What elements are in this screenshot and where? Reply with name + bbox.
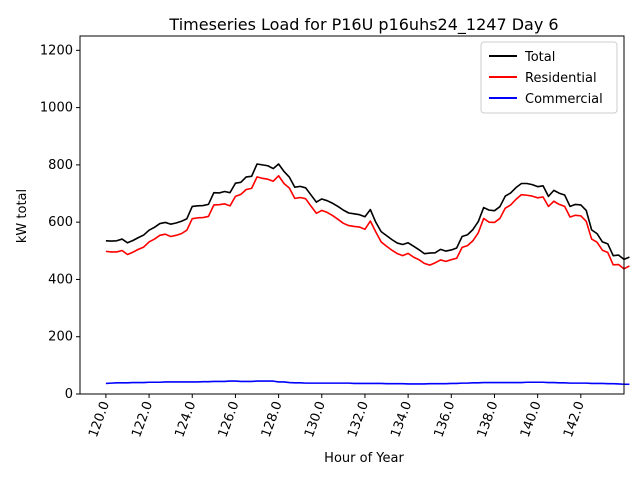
x-axis-label: Hour of Year [324, 451, 404, 466]
legend-label-commercial: Commercial [525, 92, 603, 107]
y-axis-label: kW total [15, 189, 30, 243]
legend-label-residential: Residential [525, 71, 597, 86]
plot-frame [79, 35, 625, 395]
series-line-residential [105, 174, 630, 270]
y-tick-label: 800 [48, 158, 73, 173]
legend-box [480, 41, 618, 114]
y-tick-label: 1200 [40, 43, 73, 58]
legend-label-total: Total [524, 50, 555, 65]
y-tick-label: 0 [65, 387, 73, 402]
series-line-commercial [105, 380, 630, 386]
y-tick-label: 400 [48, 272, 73, 287]
y-tick-label: 200 [48, 330, 73, 345]
y-tick-label: 600 [48, 215, 73, 230]
chart-title: Timeseries Load for P16U p16uhs24_1247 D… [168, 15, 558, 35]
legend: Total Residential Commercial [480, 41, 618, 114]
series-line-total [105, 163, 630, 261]
y-tick-label: 1000 [40, 101, 73, 116]
